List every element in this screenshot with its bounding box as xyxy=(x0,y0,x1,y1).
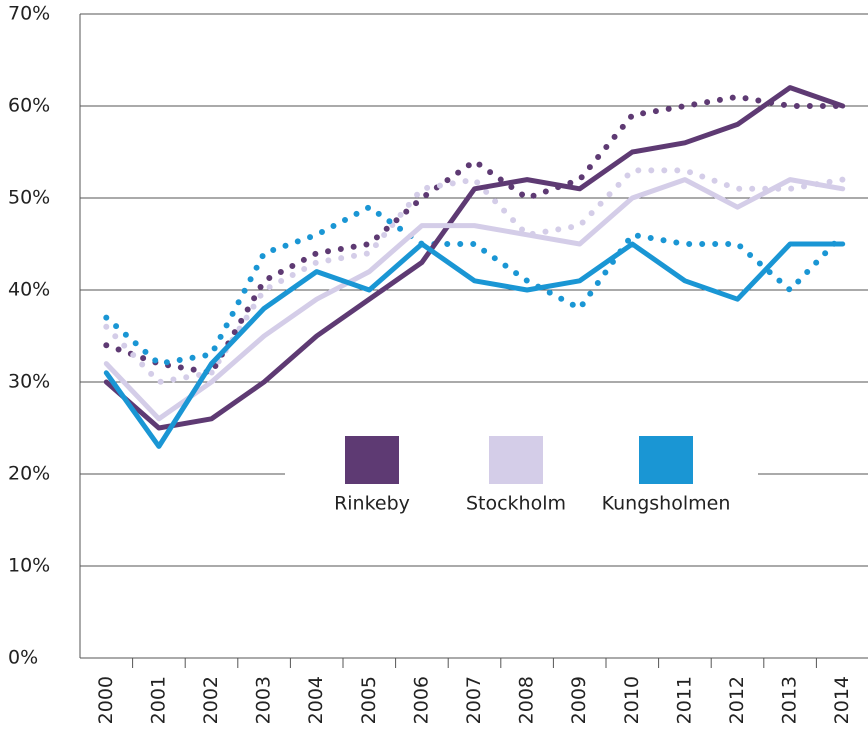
y-tick-label: 30% xyxy=(8,371,50,393)
x-tick-label: 2014 xyxy=(831,676,853,724)
legend-label: Kungsholmen xyxy=(602,493,731,515)
legend-label: Rinkeby xyxy=(334,493,410,515)
line xyxy=(103,177,846,422)
x-tick-label: 2002 xyxy=(200,676,222,724)
dotted-line xyxy=(103,93,846,376)
x-tick-label: 2005 xyxy=(358,676,380,724)
x-tick-label: 2001 xyxy=(147,676,169,724)
dotted-line xyxy=(103,204,846,367)
x-tick-label: 2000 xyxy=(95,676,117,724)
legend-swatch xyxy=(639,436,693,484)
legend-label: Stockholm xyxy=(466,493,566,515)
y-tick-label: 10% xyxy=(8,555,50,577)
x-tick-label: 2007 xyxy=(463,676,485,724)
x-tick-label: 2004 xyxy=(305,676,327,724)
x-tick-label: 2013 xyxy=(779,676,801,724)
line xyxy=(103,241,846,449)
y-tick-label: 40% xyxy=(8,279,50,301)
x-tick-label: 2006 xyxy=(410,676,432,724)
x-tick-label: 2010 xyxy=(621,676,643,724)
y-tick-label: 0% xyxy=(8,647,38,669)
x-tick-label: 2009 xyxy=(568,676,590,724)
x-tick-label: 2012 xyxy=(726,676,748,724)
x-tick-label: 2008 xyxy=(516,676,538,724)
line xyxy=(103,85,846,431)
legend-swatch xyxy=(489,436,543,484)
y-tick-label: 20% xyxy=(8,463,50,485)
legend-swatch xyxy=(345,436,399,484)
x-tick-label: 2011 xyxy=(673,676,695,724)
y-tick-label: 70% xyxy=(8,3,50,25)
x-tick-label: 2003 xyxy=(253,676,275,724)
y-tick-label: 60% xyxy=(8,95,50,117)
y-tick-label: 50% xyxy=(8,187,50,209)
